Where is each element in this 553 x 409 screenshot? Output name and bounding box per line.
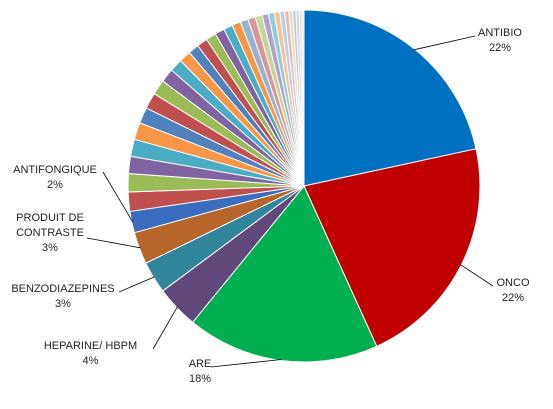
data-label-value: 22% <box>488 42 512 54</box>
data-label-value: 3% <box>42 242 58 254</box>
data-label-value: 2% <box>47 179 63 191</box>
data-label-name: ONCO <box>496 277 530 289</box>
pie-slice-are <box>191 185 378 363</box>
data-label-value: 4% <box>82 355 99 367</box>
leader-lines <box>86 35 494 368</box>
pie-slice-antibio <box>303 9 477 187</box>
leader-line <box>210 359 282 368</box>
data-label: ONCO 22% <box>453 276 553 306</box>
data-label-name: CONTRASTE <box>16 227 84 239</box>
data-label: HEPARINE/ HBPM 4% <box>28 339 153 369</box>
pie-slice-minor-36 <box>301 9 305 187</box>
data-label-name: PRODUIT DE <box>16 212 84 224</box>
data-label: PRODUIT DE CONTRASTE 3% <box>0 211 100 256</box>
data-label-value: 22% <box>501 292 525 304</box>
data-label-name: ANTIBIO <box>477 27 522 39</box>
leader-line <box>413 35 476 51</box>
data-label-name: BENZODIAZEPINES <box>11 283 115 295</box>
leader-line <box>152 306 178 350</box>
data-label-name: ANTIFONGIQUE <box>13 164 97 176</box>
data-label-value: 3% <box>55 298 71 310</box>
data-label: ANTIFONGIQUE 2% <box>0 163 110 193</box>
data-label-name: ARE <box>188 358 212 370</box>
data-label: BENZODIAZEPINES 3% <box>0 282 126 312</box>
leader-line <box>86 237 141 249</box>
data-label-value: 18% <box>188 373 212 385</box>
data-label-name: HEPARINE/ HBPM <box>43 340 138 352</box>
pie-slices <box>127 9 481 363</box>
data-label: ARE 18% <box>150 357 250 387</box>
leader-line <box>118 276 155 293</box>
data-label: ANTIBIO 22% <box>440 26 553 56</box>
leader-line <box>102 171 134 223</box>
leader-line <box>460 264 494 287</box>
